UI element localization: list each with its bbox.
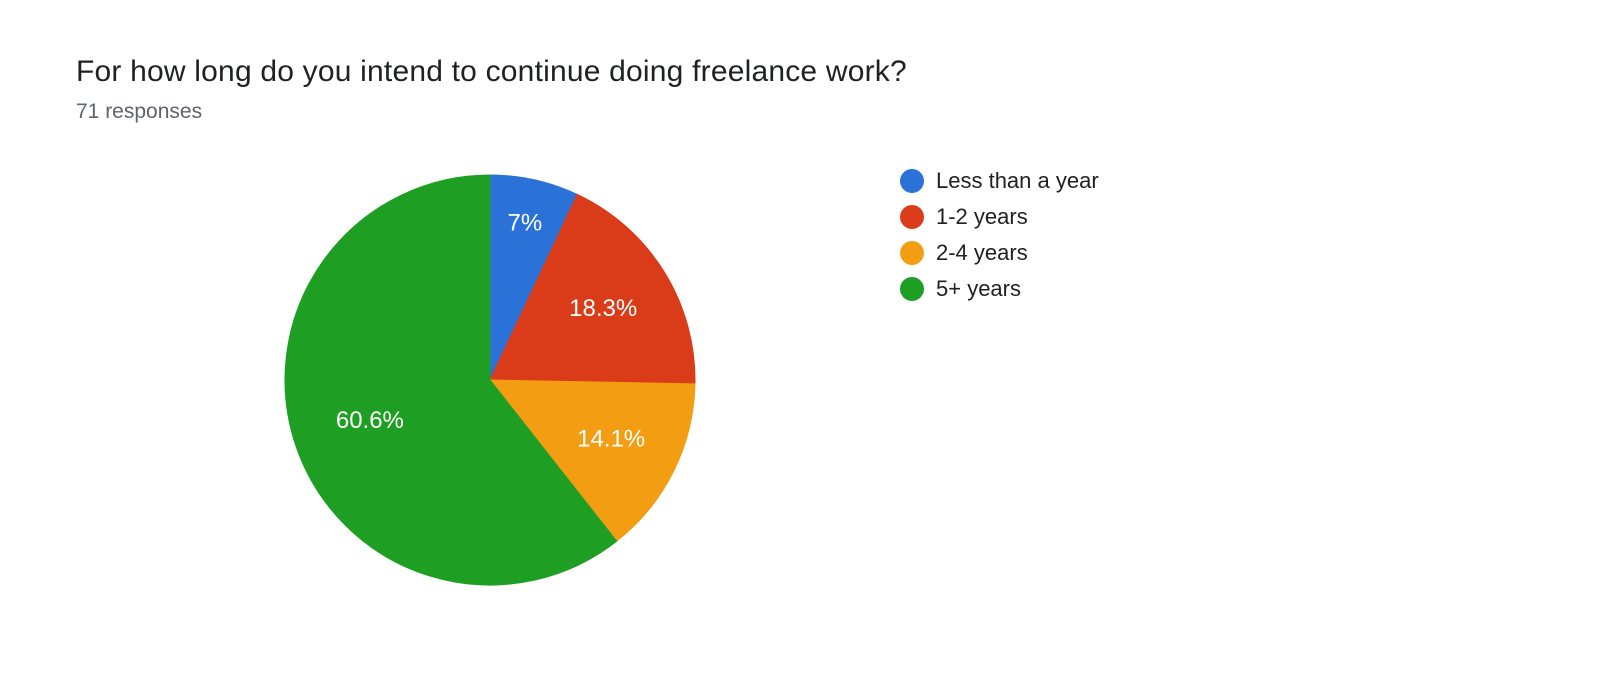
legend-swatch-icon [900,241,924,265]
legend-item[interactable]: 5+ years [900,276,1099,302]
slice-label: 18.3% [569,295,637,322]
legend-label: 2-4 years [936,240,1028,266]
slice-label: 7% [508,209,543,236]
legend-label: Less than a year [936,168,1099,194]
legend-item[interactable]: 1-2 years [900,204,1099,230]
pie-svg: 7% 18.3% 14.1% 60.6% [280,170,700,590]
chart-container: For how long do you intend to continue d… [0,0,1600,673]
legend-swatch-icon [900,277,924,301]
legend-item[interactable]: 2-4 years [900,240,1099,266]
legend-label: 5+ years [936,276,1021,302]
chart-title: For how long do you intend to continue d… [76,55,907,89]
legend-item[interactable]: Less than a year [900,168,1099,194]
legend-swatch-icon [900,169,924,193]
slice-label: 14.1% [577,426,645,453]
response-count: 71 responses [76,100,202,124]
legend-swatch-icon [900,205,924,229]
pie-chart: 7% 18.3% 14.1% 60.6% [280,170,700,590]
slice-label: 60.6% [336,407,404,434]
legend: Less than a year 1-2 years 2-4 years 5+ yea… [900,168,1099,312]
legend-label: 1-2 years [936,204,1028,230]
